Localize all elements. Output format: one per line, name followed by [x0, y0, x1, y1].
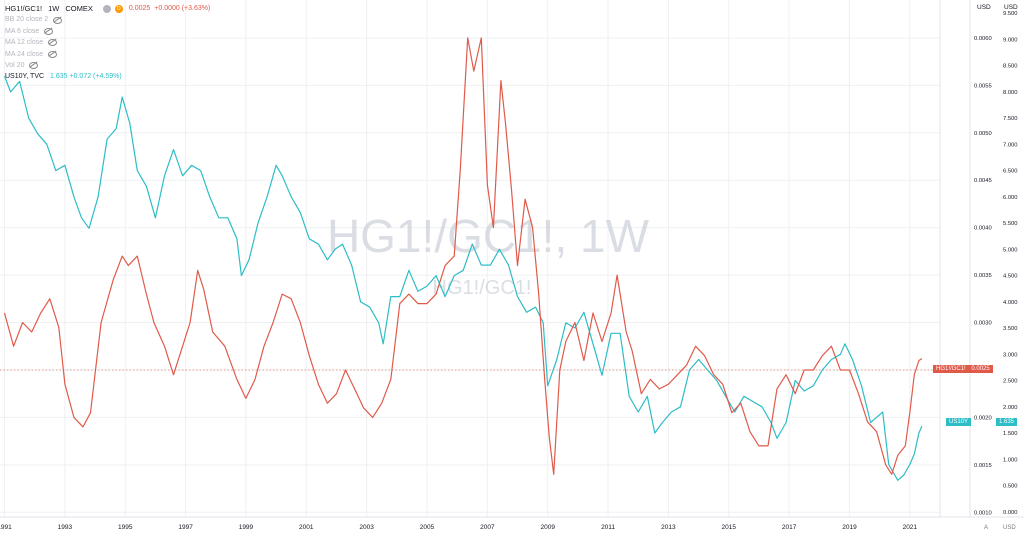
x-tick-label: 2005 [420, 524, 435, 531]
series-line-us10y[interactable] [3, 75, 923, 481]
outer-tick-label: 2.500 [1003, 379, 1018, 385]
x-tick-label: 2003 [359, 524, 374, 531]
indicator-label: MA 12 close [5, 39, 44, 47]
inner-tick-label: 0.0050 [974, 131, 992, 137]
eye-off-icon[interactable] [29, 62, 39, 70]
outer-tick-label: 6.000 [1003, 195, 1018, 201]
outer-tick-label: 4.500 [1003, 274, 1018, 280]
eye-off-icon[interactable] [48, 50, 58, 58]
outer-tick-label: 3.000 [1003, 352, 1018, 358]
auto-scale-button[interactable]: A [984, 525, 988, 531]
inner-tick-label: 0.0020 [974, 415, 992, 421]
compare-symbol[interactable]: US10Y, TVC [5, 73, 45, 81]
price-tag-main-label: HG1!/GC1! [936, 365, 966, 372]
x-tick-label: 2015 [722, 524, 737, 531]
x-tick-label: 2007 [480, 524, 495, 531]
inner-price-axis[interactable]: 0.0060 0.0055 0.0050 0.0045 0.0040 0.0035 0.00… [974, 36, 992, 516]
legend-symbol[interactable]: HG1!/GC1! [5, 4, 43, 13]
outer-tick-label: 1.000 [1003, 457, 1018, 463]
eye-off-icon[interactable] [48, 39, 58, 47]
outer-tick-label: 1.500 [1003, 431, 1018, 437]
inner-tick-label: 0.0045 [974, 178, 992, 184]
legend-main-row[interactable]: HG1!/GC1! 1W COMEX D 0.0025 +0.0000 (+3.… [5, 3, 210, 14]
x-tick-label: 1995 [118, 524, 133, 531]
x-tick-label: 2019 [842, 524, 857, 531]
price-tag-main-value: 0.0025 [971, 365, 990, 372]
currency-corner[interactable]: USD [1003, 525, 1016, 531]
indicator-label: BB 20 close 2 [5, 16, 49, 24]
outer-tick-label: 7.000 [1003, 142, 1018, 148]
watermark-title: HG1!/GC1!, 1W [327, 210, 650, 262]
legend-delay-badge[interactable]: D [114, 4, 123, 13]
legend-change: +0.0000 (+3.63%) [154, 5, 211, 12]
outer-tick-label: 2.000 [1003, 405, 1018, 411]
x-tick-label: 2017 [782, 524, 797, 531]
indicator-row-2[interactable]: MA 12 close [5, 37, 210, 48]
inner-tick-label: 0.0015 [974, 463, 992, 469]
x-tick-label: 2011 [601, 524, 615, 531]
legend-interval[interactable]: 1W [48, 4, 60, 13]
outer-tick-label: 5.000 [1003, 247, 1018, 253]
inner-currency-label: USD [977, 4, 991, 11]
x-tick-label: 1993 [58, 524, 73, 531]
outer-tick-label: 3.500 [1003, 326, 1018, 332]
price-tag-compare-label: US10Y [946, 418, 972, 426]
indicator-row-4[interactable]: Vol 20 [5, 60, 210, 71]
outer-tick-label: 6.500 [1003, 169, 1018, 175]
legend-last: 0.0025 [128, 5, 151, 12]
indicator-label: Vol 20 [5, 62, 25, 70]
legend: HG1!/GC1! 1W COMEX D 0.0025 +0.0000 (+3.… [5, 3, 210, 83]
inner-tick-label: 0.0030 [974, 321, 992, 327]
indicator-row-0[interactable]: BB 20 close 2 [5, 14, 210, 25]
time-axis[interactable]: 1991 1993 1995 1997 1999 2001 2003 2005 2007 2009… [0, 524, 917, 531]
grid [0, 0, 940, 517]
indicator-label: MA 6 close [5, 27, 40, 35]
x-tick-label: 1999 [239, 524, 254, 531]
outer-price-axis[interactable]: 9.500 9.000 8.500 8.000 7.500 7.000 6.500 6.000… [1003, 11, 1018, 516]
outer-tick-label: 5.500 [1003, 221, 1018, 227]
outer-tick-label: 9.500 [1003, 11, 1018, 17]
inner-tick-label: 0.0060 [974, 36, 992, 42]
inner-tick-label: 0.0055 [974, 83, 992, 89]
compare-values: 1.635 +0.072 (+4.59%) [50, 73, 122, 81]
outer-tick-label: 9.000 [1003, 37, 1018, 43]
inner-tick-label: 0.0040 [974, 226, 992, 232]
legend-exchange: COMEX [65, 4, 93, 13]
outer-currency-label: USD [1004, 4, 1018, 11]
outer-tick-label: 8.500 [1003, 64, 1018, 70]
inner-tick-label: 0.0010 [974, 510, 992, 516]
x-tick-label: 2009 [540, 524, 555, 531]
x-tick-label: 2021 [903, 524, 918, 531]
x-tick-label: 2013 [661, 524, 676, 531]
outer-tick-label: 7.500 [1003, 116, 1018, 122]
series-line-hg-gc-ratio[interactable] [3, 37, 923, 475]
indicator-row-3[interactable]: MA 24 close [5, 49, 210, 60]
eye-off-icon[interactable] [44, 28, 54, 36]
outer-tick-label: 0.500 [1003, 484, 1018, 490]
watermark-subtitle: HG1!/GC1! [433, 277, 532, 299]
inner-tick-label: 0.0035 [974, 273, 992, 279]
indicator-row-1[interactable]: MA 6 close [5, 26, 210, 37]
price-tag-main: HG1!/GC1! 0.0025 [933, 364, 993, 373]
indicator-label: MA 24 close [5, 50, 44, 58]
x-tick-label: 1997 [178, 524, 193, 531]
price-tag-compare-value: 1.635 [996, 418, 1018, 426]
outer-tick-label: 8.000 [1003, 90, 1018, 96]
legend-badge-icon[interactable] [102, 4, 111, 13]
outer-tick-label: 0.000 [1003, 510, 1018, 516]
eye-off-icon[interactable] [53, 16, 63, 24]
x-tick-label: 2001 [299, 524, 314, 531]
compare-row[interactable]: US10Y, TVC 1.635 +0.072 (+4.59%) [5, 71, 210, 82]
outer-tick-label: 4.000 [1003, 300, 1018, 306]
x-tick-label: 1991 [0, 524, 12, 531]
series-group [3, 37, 923, 481]
